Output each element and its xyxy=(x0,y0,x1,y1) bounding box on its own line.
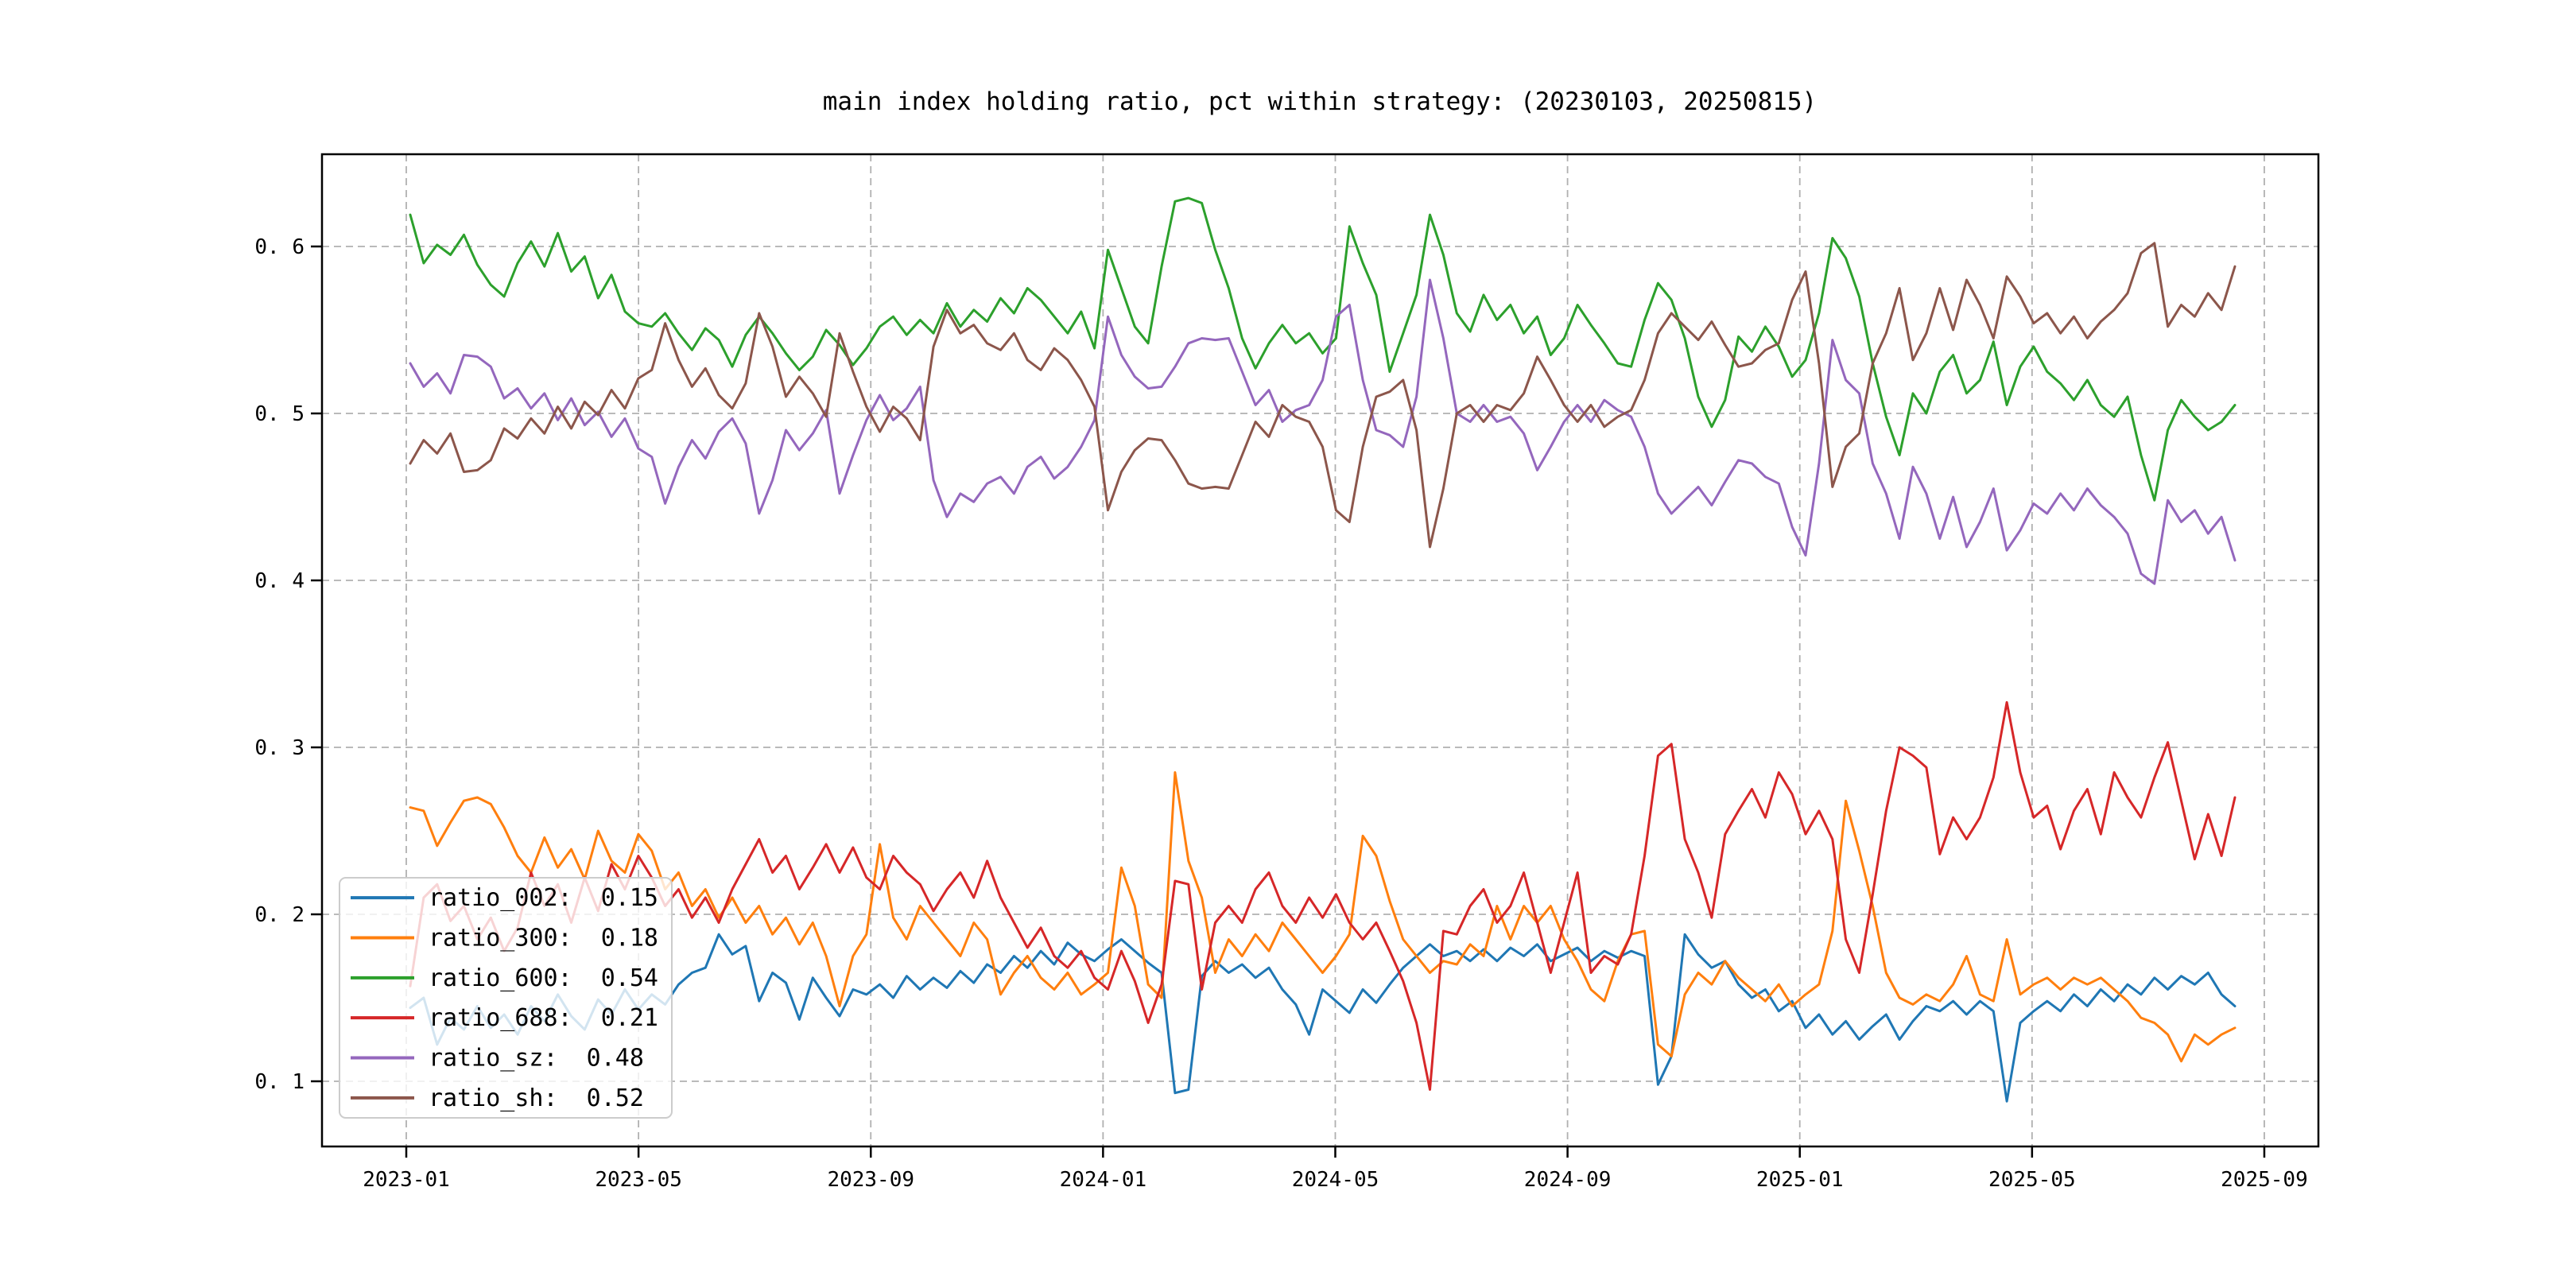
y-tick-label: 0. 5 xyxy=(254,402,305,426)
y-tick-label: 0. 6 xyxy=(254,235,305,259)
y-tick-label: 0. 4 xyxy=(254,569,305,593)
x-tick-label: 2023-05 xyxy=(595,1168,682,1192)
series-line-ratio_002 xyxy=(409,933,2237,1103)
legend-label-ratio_sh: ratio_sh: 0.52 xyxy=(429,1084,644,1112)
legend-label-ratio_002: ratio_002: 0.15 xyxy=(429,884,658,912)
y-tick-label: 0. 2 xyxy=(254,903,305,927)
series-line-ratio_688 xyxy=(409,700,2237,1091)
legend-box xyxy=(339,877,673,1119)
x-tick-label: 2025-09 xyxy=(2221,1168,2308,1192)
legend-label-ratio_688: ratio_688: 0.21 xyxy=(429,1004,658,1032)
series-line-ratio_300 xyxy=(409,771,2237,1063)
y-tick-label: 0. 1 xyxy=(254,1070,305,1094)
x-tick-label: 2023-09 xyxy=(827,1168,914,1192)
x-tick-label: 2024-05 xyxy=(1292,1168,1379,1192)
x-tick-label: 2025-05 xyxy=(1988,1168,2076,1192)
x-tick-label: 2025-01 xyxy=(1756,1168,1844,1192)
series-line-ratio_600 xyxy=(409,196,2237,502)
x-tick-label: 2023-01 xyxy=(363,1168,450,1192)
chart-title: main index holding ratio, pct within str… xyxy=(823,87,1817,116)
x-tick-label: 2024-09 xyxy=(1524,1168,1612,1192)
x-tick-label: 2024-01 xyxy=(1060,1168,1147,1192)
axes-spines xyxy=(320,153,2320,1148)
series-line-ratio_sz xyxy=(409,278,2237,585)
y-tick-label: 0. 3 xyxy=(254,736,305,760)
legend-label-ratio_sz: ratio_sz: 0.48 xyxy=(429,1045,644,1073)
legend-label-ratio_600: ratio_600: 0.54 xyxy=(429,964,658,992)
series-line-ratio_sh xyxy=(409,242,2237,549)
plot-area: 2023-01 2023-05 2023-09 2024-01 2024-05 2024-… xyxy=(254,153,2320,1192)
legend-label-ratio_300: ratio_300: 0.18 xyxy=(429,925,658,952)
